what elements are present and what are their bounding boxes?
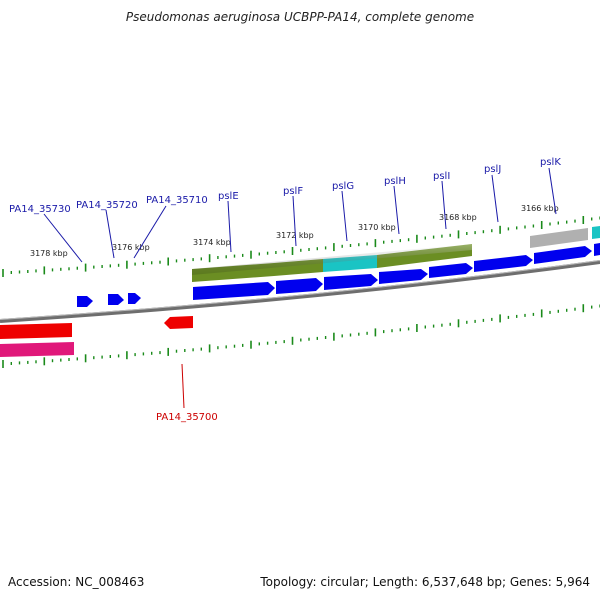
- cds-arrow-edge[interactable]: [594, 243, 600, 256]
- genome-backbone: [0, 260, 600, 323]
- leader-pslg: [341, 190, 348, 242]
- label-pa14-35700[interactable]: PA14_35700: [156, 412, 218, 423]
- gene-edge-cyan-feature[interactable]: [592, 226, 600, 239]
- leader-pa14-35710: [133, 205, 167, 259]
- label-leader-lines: [43, 167, 557, 409]
- scale-label-3174: 3174 kbp: [193, 238, 231, 247]
- label-pslh[interactable]: pslH: [384, 176, 406, 187]
- cds-forward-ring: [77, 243, 600, 307]
- gene-pink-feature[interactable]: [0, 342, 74, 357]
- scale-labels: 3178 kbp 3176 kbp 3174 kbp 3172 kbp 3170…: [30, 204, 559, 258]
- feature-shading: [192, 244, 472, 275]
- scale-label-3176: 3176 kbp: [112, 243, 150, 252]
- cds-arrow-pa14-35720-a[interactable]: [108, 294, 124, 305]
- map-title: Pseudomonas aeruginosa UCBPP-PA14, compl…: [125, 10, 475, 24]
- leader-pslh: [393, 185, 400, 235]
- leader-pslj: [491, 174, 499, 223]
- leader-pa14-35720: [105, 209, 115, 259]
- cds-arrow-psli[interactable]: [429, 263, 473, 278]
- label-pslk[interactable]: pslK: [540, 157, 561, 168]
- genome-backbone-highlight: [0, 260, 600, 320]
- scale-label-3178: 3178 kbp: [30, 249, 68, 258]
- gene-pslk-feature[interactable]: [530, 228, 588, 248]
- leader-pa14-35730: [43, 213, 83, 263]
- gene-labels: PA14_35730 PA14_35720 PA14_35710 pslE ps…: [9, 157, 561, 423]
- leader-pa14-35700: [181, 363, 185, 409]
- cds-arrow-pslg[interactable]: [324, 274, 378, 290]
- cds-arrow-pa14-35730[interactable]: [77, 296, 93, 307]
- leader-pslf: [292, 195, 297, 247]
- cds-arrow-psle[interactable]: [193, 282, 275, 300]
- accession-text: Accession: NC_008463: [8, 575, 145, 589]
- label-psle[interactable]: pslE: [218, 191, 239, 202]
- scale-label-3168: 3168 kbp: [439, 213, 477, 222]
- cds-arrow-pslj[interactable]: [474, 255, 533, 272]
- cds-arrow-pslk[interactable]: [534, 246, 592, 264]
- cds-arrow-pa14-35720-b[interactable]: [128, 293, 141, 304]
- cds-reverse-ring: [0, 316, 193, 357]
- outer-scale-ticks: [2, 216, 600, 277]
- label-psli[interactable]: pslI: [433, 171, 450, 182]
- genome-summary-text: Topology: circular; Length: 6,537,648 bp…: [260, 575, 590, 589]
- cds-arrow-pa14-35700[interactable]: [164, 316, 193, 329]
- scale-label-3170: 3170 kbp: [358, 223, 396, 232]
- label-pa14-35730[interactable]: PA14_35730: [9, 204, 71, 215]
- cds-arrow-pslh[interactable]: [379, 269, 428, 284]
- cds-arrow-reverse-left[interactable]: [0, 323, 72, 339]
- leader-psle: [227, 200, 232, 253]
- cds-arrow-pslf[interactable]: [276, 278, 323, 294]
- label-pa14-35710[interactable]: PA14_35710: [146, 195, 208, 206]
- label-pa14-35720[interactable]: PA14_35720: [76, 200, 138, 211]
- scale-label-3172: 3172 kbp: [276, 231, 314, 240]
- leader-pslk: [548, 167, 557, 215]
- leader-psli: [441, 180, 447, 230]
- label-pslj[interactable]: pslJ: [484, 164, 501, 175]
- label-pslf[interactable]: pslF: [283, 186, 303, 197]
- scale-label-3166: 3166 kbp: [521, 204, 559, 213]
- label-pslg[interactable]: pslG: [332, 181, 354, 192]
- inner-scale-ticks: [2, 304, 600, 368]
